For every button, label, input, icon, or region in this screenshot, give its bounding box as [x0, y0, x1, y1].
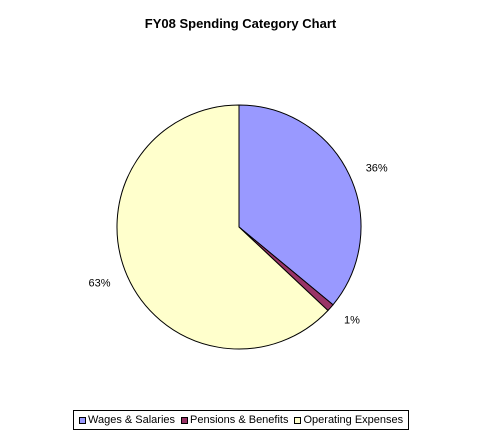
slice-label-wages-salaries: 36% — [366, 162, 388, 174]
slice-label-pensions-benefits: 1% — [344, 315, 360, 327]
legend-swatch — [294, 416, 302, 424]
legend-item-operating-expenses: Operating Expenses — [294, 414, 403, 426]
legend-label: Operating Expenses — [303, 414, 404, 426]
legend-label: Pensions & Benefits — [190, 414, 289, 426]
slice-label-operating-expenses: 63% — [88, 278, 110, 290]
legend-swatch — [79, 416, 86, 424]
pie-chart: 36% 1% 63% — [88, 104, 388, 350]
legend-item-pensions-benefits: Pensions & Benefits — [181, 414, 288, 426]
pie-slice-wages-salaries — [238, 104, 362, 306]
legend: Wages & Salaries Pensions & Benefits Ope… — [73, 410, 410, 430]
chart-title: FY08 Spending Category Chart — [144, 16, 337, 31]
legend-swatch — [181, 416, 189, 424]
legend-item-wages-salaries: Wages & Salaries — [79, 414, 175, 426]
legend-label: Wages & Salaries — [88, 414, 176, 426]
pie-slice-operating-expenses — [116, 104, 329, 350]
